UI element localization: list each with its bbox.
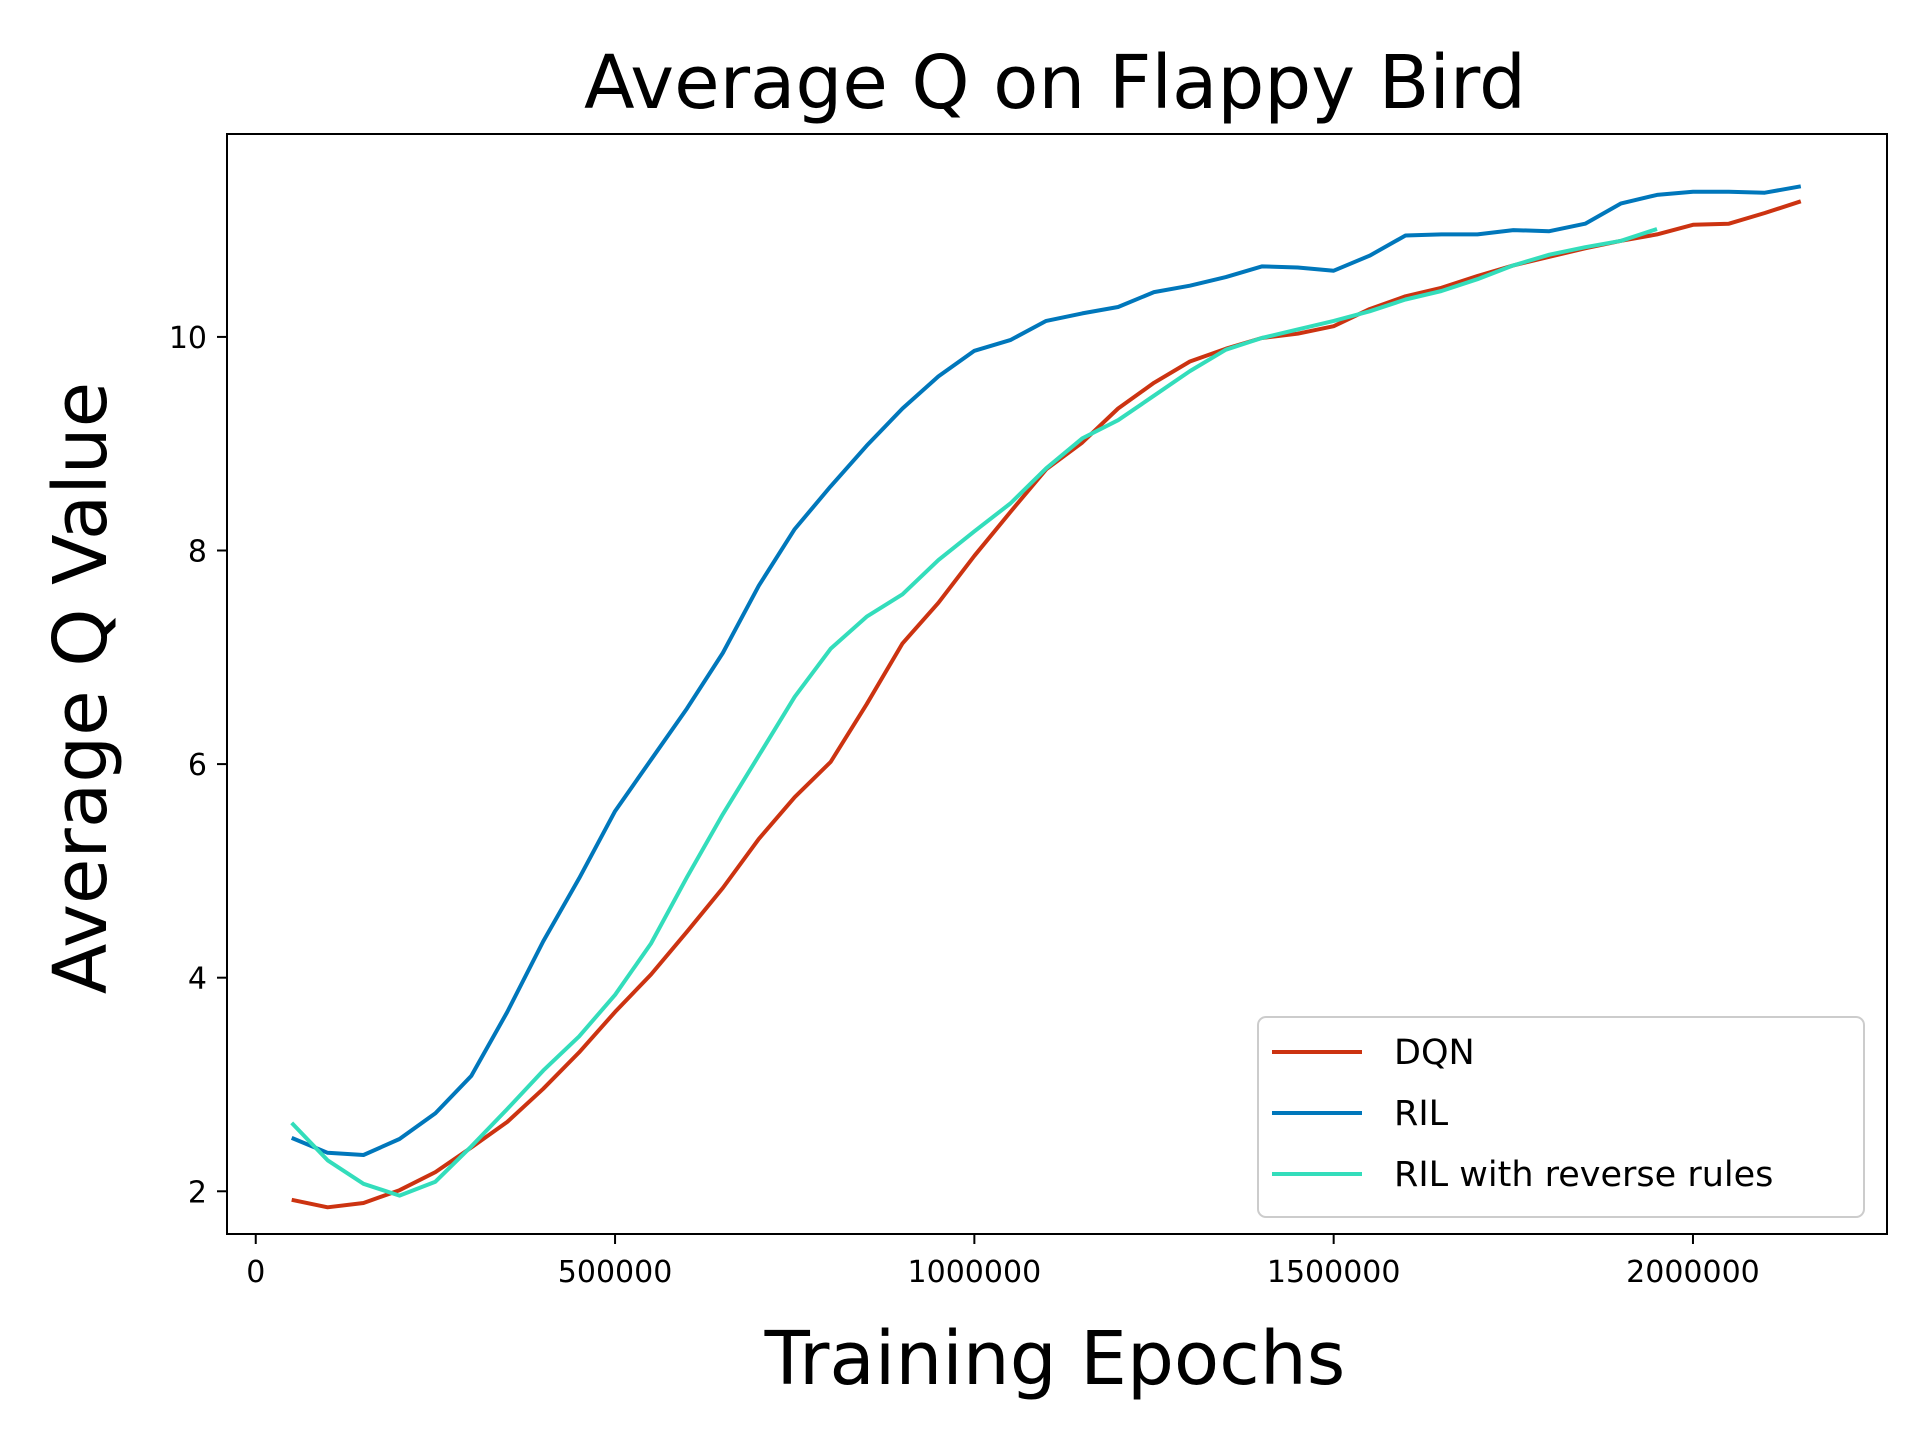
x-tick-label-3: 1500000 — [1267, 1255, 1401, 1290]
x-tick-label-0: 0 — [246, 1255, 265, 1290]
legend-label-0: DQN — [1394, 1033, 1475, 1073]
legend-label-2: RIL with reverse rules — [1394, 1155, 1773, 1195]
chart-title: Average Q on Flappy Bird — [584, 40, 1526, 126]
y-tick-label-3: 8 — [188, 535, 207, 570]
y-axis-title: Average Q Value — [38, 382, 124, 994]
plot-frame — [226, 133, 1888, 1235]
legend-label-1: RIL — [1394, 1094, 1449, 1134]
x-tick-label-2: 1000000 — [908, 1255, 1042, 1290]
y-tick-label-0: 2 — [188, 1175, 207, 1210]
x-tick-label-1: 500000 — [558, 1255, 673, 1290]
series-line-1 — [290, 184, 1802, 1157]
x-axis-title: Training Epochs — [764, 1316, 1346, 1402]
y-tick-label-4: 10 — [169, 321, 207, 356]
x-tick-label-4: 2000000 — [1626, 1255, 1760, 1290]
y-tick-label-2: 6 — [188, 748, 207, 783]
y-tick-label-1: 4 — [188, 962, 207, 997]
series-line-2 — [290, 227, 1658, 1198]
plot-area: 0 500000 1000000 1500000 2000000 2 4 6 8 10 — [169, 133, 1888, 1290]
legend: DQN RIL RIL with reverse rules — [1257, 1016, 1865, 1218]
legend-box — [1257, 1016, 1865, 1218]
